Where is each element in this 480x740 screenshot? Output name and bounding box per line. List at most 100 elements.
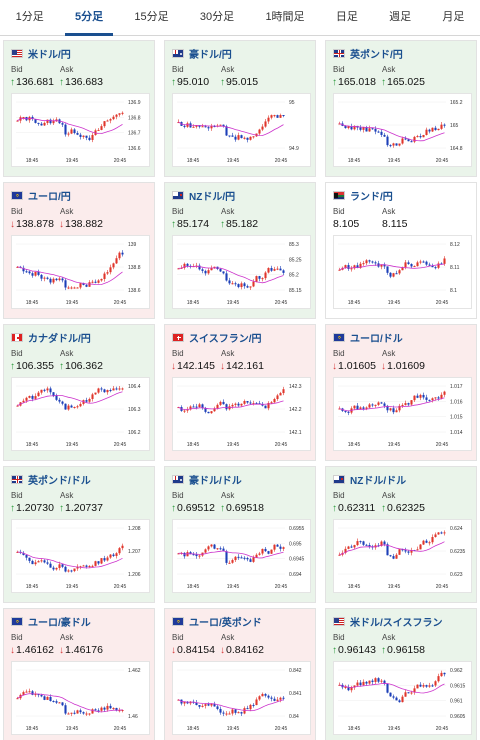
rate-card[interactable]: スイスフラン/円 Bid Ask ↓142.145 ↓142.161 142.3 142.2… (164, 324, 316, 461)
candle-body (189, 552, 192, 555)
pair-link[interactable]: ランド/円 (350, 191, 393, 203)
rate-card[interactable]: ユーロ/豪ドル Bid Ask ↓1.46162 ↓1.46176 1.462 1.46 18… (3, 608, 155, 740)
candle-body (115, 388, 118, 390)
pair-link[interactable]: カナダドル/円 (28, 333, 91, 345)
rate-card[interactable]: ユーロ/円 Bid Ask ↓138.878 ↓138.882 139 138.8 138.6… (3, 182, 155, 319)
candle-body (70, 129, 73, 134)
rate-card[interactable]: ユーロ/英ポンド Bid Ask ↓0.84154 ↓0.84162 0.842 0.841… (164, 608, 316, 740)
candle-body (282, 389, 285, 394)
candle-body (186, 123, 189, 127)
candle-body (16, 120, 19, 122)
candle-body (55, 119, 58, 122)
pair-link[interactable]: ユーロ/英ポンド (189, 617, 262, 629)
tab-3[interactable]: 30分足 (199, 11, 235, 23)
price-chart[interactable]: 0.842 0.841 0.84 18:45 19:45 20:45 (172, 661, 311, 735)
candle-body (195, 125, 198, 127)
tab-6[interactable]: 週足 (389, 11, 412, 23)
candle-body (407, 262, 410, 265)
tab-4[interactable]: 1時間足 (265, 11, 305, 23)
candle-body (46, 277, 49, 279)
bid-price: 85.174 (177, 218, 210, 230)
rate-card[interactable]: 英ポンド/円 Bid Ask ↑165.018 ↑165.025 165.2 165 164.… (325, 40, 477, 177)
price-chart[interactable]: 0.962 0.9615 0.961 0.9605 18:45 19:45 20:45 (333, 661, 472, 735)
candle-body (428, 129, 431, 132)
pair-link[interactable]: NZドル/円 (189, 191, 236, 203)
rate-card[interactable]: カナダドル/円 Bid Ask ↑106.355 ↑106.362 106.4 106.3 1… (3, 324, 155, 461)
card-header: カナダドル/円 (11, 330, 91, 345)
x-tick-label: 19:45 (227, 442, 240, 448)
candle-body (386, 683, 389, 693)
pair-link[interactable]: 豪ドル/円 (189, 49, 232, 61)
candle-body (443, 532, 446, 534)
price-chart[interactable]: 1.462 1.46 18:45 19:45 20:45 (11, 661, 150, 735)
rate-card[interactable]: 英ポンド/ドル Bid Ask ↑1.20730 ↑1.20737 1.208 1.207 1… (3, 466, 155, 603)
price-chart[interactable]: 106.4 106.3 106.2 18:45 19:45 20:45 (11, 377, 150, 451)
rate-card[interactable]: NZドル/円 Bid Ask ↑85.174 ↑85.182 85.3 85.25 85.2 8… (164, 182, 316, 319)
ask-price: 0.69518 (226, 502, 264, 514)
price-chart[interactable]: 139 138.8 138.6 18:45 19:45 20:45 (11, 235, 150, 309)
price-chart[interactable]: 8.12 8.11 8.1 18:45 19:45 20:45 (333, 235, 472, 309)
price-chart[interactable]: 165.2 165 164.8 18:45 19:45 20:45 (333, 93, 472, 167)
pair-link[interactable]: 英ポンド/ドル (28, 475, 91, 487)
pair-link[interactable]: 英ポンド/円 (350, 49, 403, 61)
candlestick-svg: 8.12 8.11 8.1 18:45 19:45 20:45 (338, 242, 460, 306)
candle-body (195, 406, 198, 408)
tab-1[interactable]: 5分足 (59, 0, 118, 36)
y-tick-label: 136.8 (128, 115, 141, 121)
candle-body (246, 286, 249, 288)
price-chart[interactable]: 142.3 142.2 142.1 18:45 19:45 20:45 (172, 377, 311, 451)
rate-card[interactable]: 豪ドル/円 Bid Ask ↑95.010 ↑95.015 95 94.9 18:45 19:4… (164, 40, 316, 177)
candle-body (338, 269, 341, 271)
price-chart[interactable]: 0.6955 0.695 0.6945 0.694 18:45 19:45 20:45 (172, 519, 311, 593)
candle-body (347, 126, 350, 129)
tab-5[interactable]: 日足 (335, 11, 358, 23)
candle-body (443, 391, 446, 395)
tab-7[interactable]: 月足 (442, 11, 465, 23)
y-tick-label: 0.841 (289, 691, 302, 697)
bid-value: ↑165.018 (332, 76, 376, 88)
pair-link[interactable]: ユーロ/ドル (350, 333, 403, 345)
candle-body (350, 546, 353, 548)
price-chart[interactable]: 136.9 136.8 136.7 136.6 18:45 19:45 20:45 (11, 93, 150, 167)
candle-body (234, 709, 237, 713)
pair-link[interactable]: スイスフラン/円 (189, 333, 262, 345)
x-tick-label: 20:45 (275, 300, 288, 306)
rate-card[interactable]: ユーロ/ドル Bid Ask ↓1.01605 ↓1.01609 1.017 1.016 1.… (325, 324, 477, 461)
y-tick-label: 1.462 (128, 668, 141, 674)
bid-price: 0.69512 (177, 502, 215, 514)
price-chart[interactable]: 85.3 85.25 85.2 85.15 18:45 19:45 20:45 (172, 235, 311, 309)
x-tick-label: 19:45 (66, 726, 79, 732)
pair-link[interactable]: NZドル/ドル (350, 475, 407, 487)
candle-body (58, 702, 61, 704)
price-chart[interactable]: 1.208 1.207 1.206 18:45 19:45 20:45 (11, 519, 150, 593)
pair-link[interactable]: ユーロ/豪ドル (28, 617, 91, 629)
x-tick-label: 20:45 (275, 726, 288, 732)
candle-body (70, 287, 73, 289)
candle-body (91, 565, 94, 567)
candle-body (249, 402, 252, 404)
tab-2[interactable]: 15分足 (134, 11, 169, 23)
rate-card[interactable]: NZドル/ドル Bid Ask ↑0.62311 ↑0.62325 0.624 0.6235… (325, 466, 477, 603)
price-chart[interactable]: 1.017 1.016 1.015 1.014 18:45 19:45 20:45 (333, 377, 472, 451)
pair-link[interactable]: 米ドル/スイスフラン (350, 617, 443, 629)
pair-link[interactable]: 米ドル/円 (28, 49, 71, 61)
candle-body (228, 713, 231, 715)
candle-body (371, 128, 374, 130)
tab-0[interactable]: 1分足 (15, 11, 44, 23)
price-chart[interactable]: 0.624 0.6235 0.623 18:45 19:45 20:45 (333, 519, 472, 593)
candle-body (392, 273, 395, 277)
rate-card[interactable]: 豪ドル/ドル Bid Ask ↑0.69512 ↑0.69518 0.6955 0.695 0… (164, 466, 316, 603)
x-tick-label: 18:45 (187, 442, 200, 448)
candle-body (416, 684, 419, 689)
pair-link[interactable]: 豪ドル/ドル (189, 475, 242, 487)
rate-card[interactable]: ランド/円 Bid Ask 8.105 8.115 8.12 8.11 8.1 18:45 19:… (325, 182, 477, 319)
rate-card[interactable]: 米ドル/円 Bid Ask ↑136.681 ↑136.683 136.9 136.8 136… (3, 40, 155, 177)
rate-card[interactable]: 米ドル/スイスフラン Bid Ask ↑0.96143 ↑0.96158 0.962 0.9… (325, 608, 477, 740)
candle-body (118, 252, 121, 259)
moving-average-line (17, 693, 123, 713)
candle-body (28, 271, 31, 274)
candle-body (395, 410, 398, 413)
pair-link[interactable]: ユーロ/円 (28, 191, 71, 203)
price-chart[interactable]: 95 94.9 18:45 19:45 20:45 (172, 93, 311, 167)
candle-body (61, 564, 64, 567)
